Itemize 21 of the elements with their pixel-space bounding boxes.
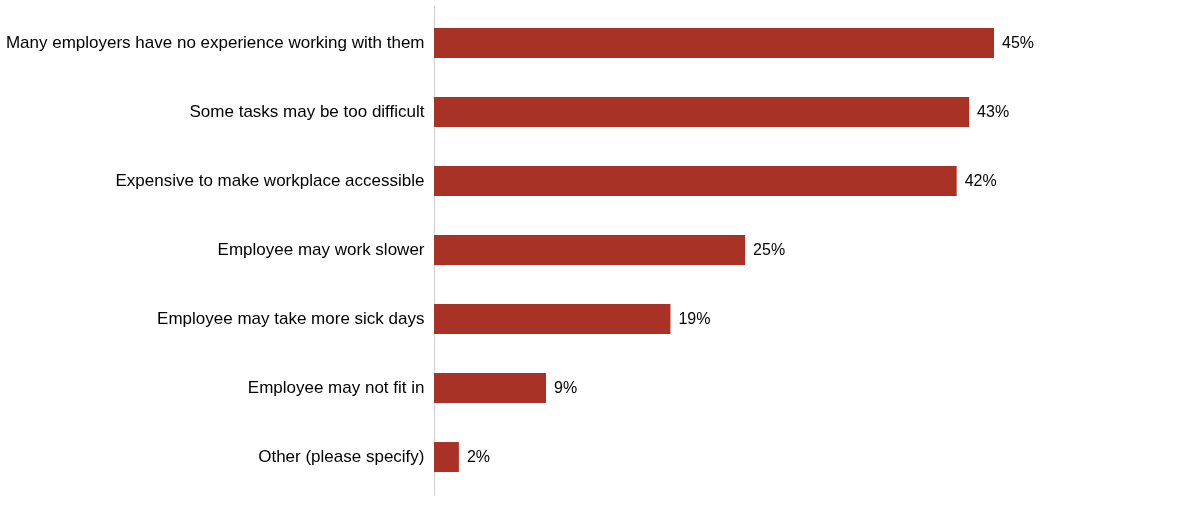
y-tick-label: Employee may take more sick days [157,309,425,329]
data-label: 9% [554,379,578,397]
data-label: 45% [1002,33,1035,51]
bar [434,27,994,58]
y-tick-label: Other (please specify) [258,447,425,467]
y-tick-label: Some tasks may be too difficult [189,101,425,121]
bar [434,235,746,265]
data-label: 2% [466,448,491,466]
y-tick-label: Many employers have no experience working with them [5,32,425,52]
y-tick-label: Employee may work slower [217,240,425,259]
y-tick-label: Employee may not fit in [247,378,425,398]
bar [434,373,546,404]
data-label: 19% [678,310,711,328]
bar [434,442,459,473]
data-label: 25% [753,241,786,258]
data-label: 42% [964,171,997,189]
bar [434,96,970,127]
y-tick-label: Expensive to make workplace accessible [115,170,425,190]
bar [434,165,957,196]
data-label: 43% [977,102,1010,120]
bar [434,304,671,335]
